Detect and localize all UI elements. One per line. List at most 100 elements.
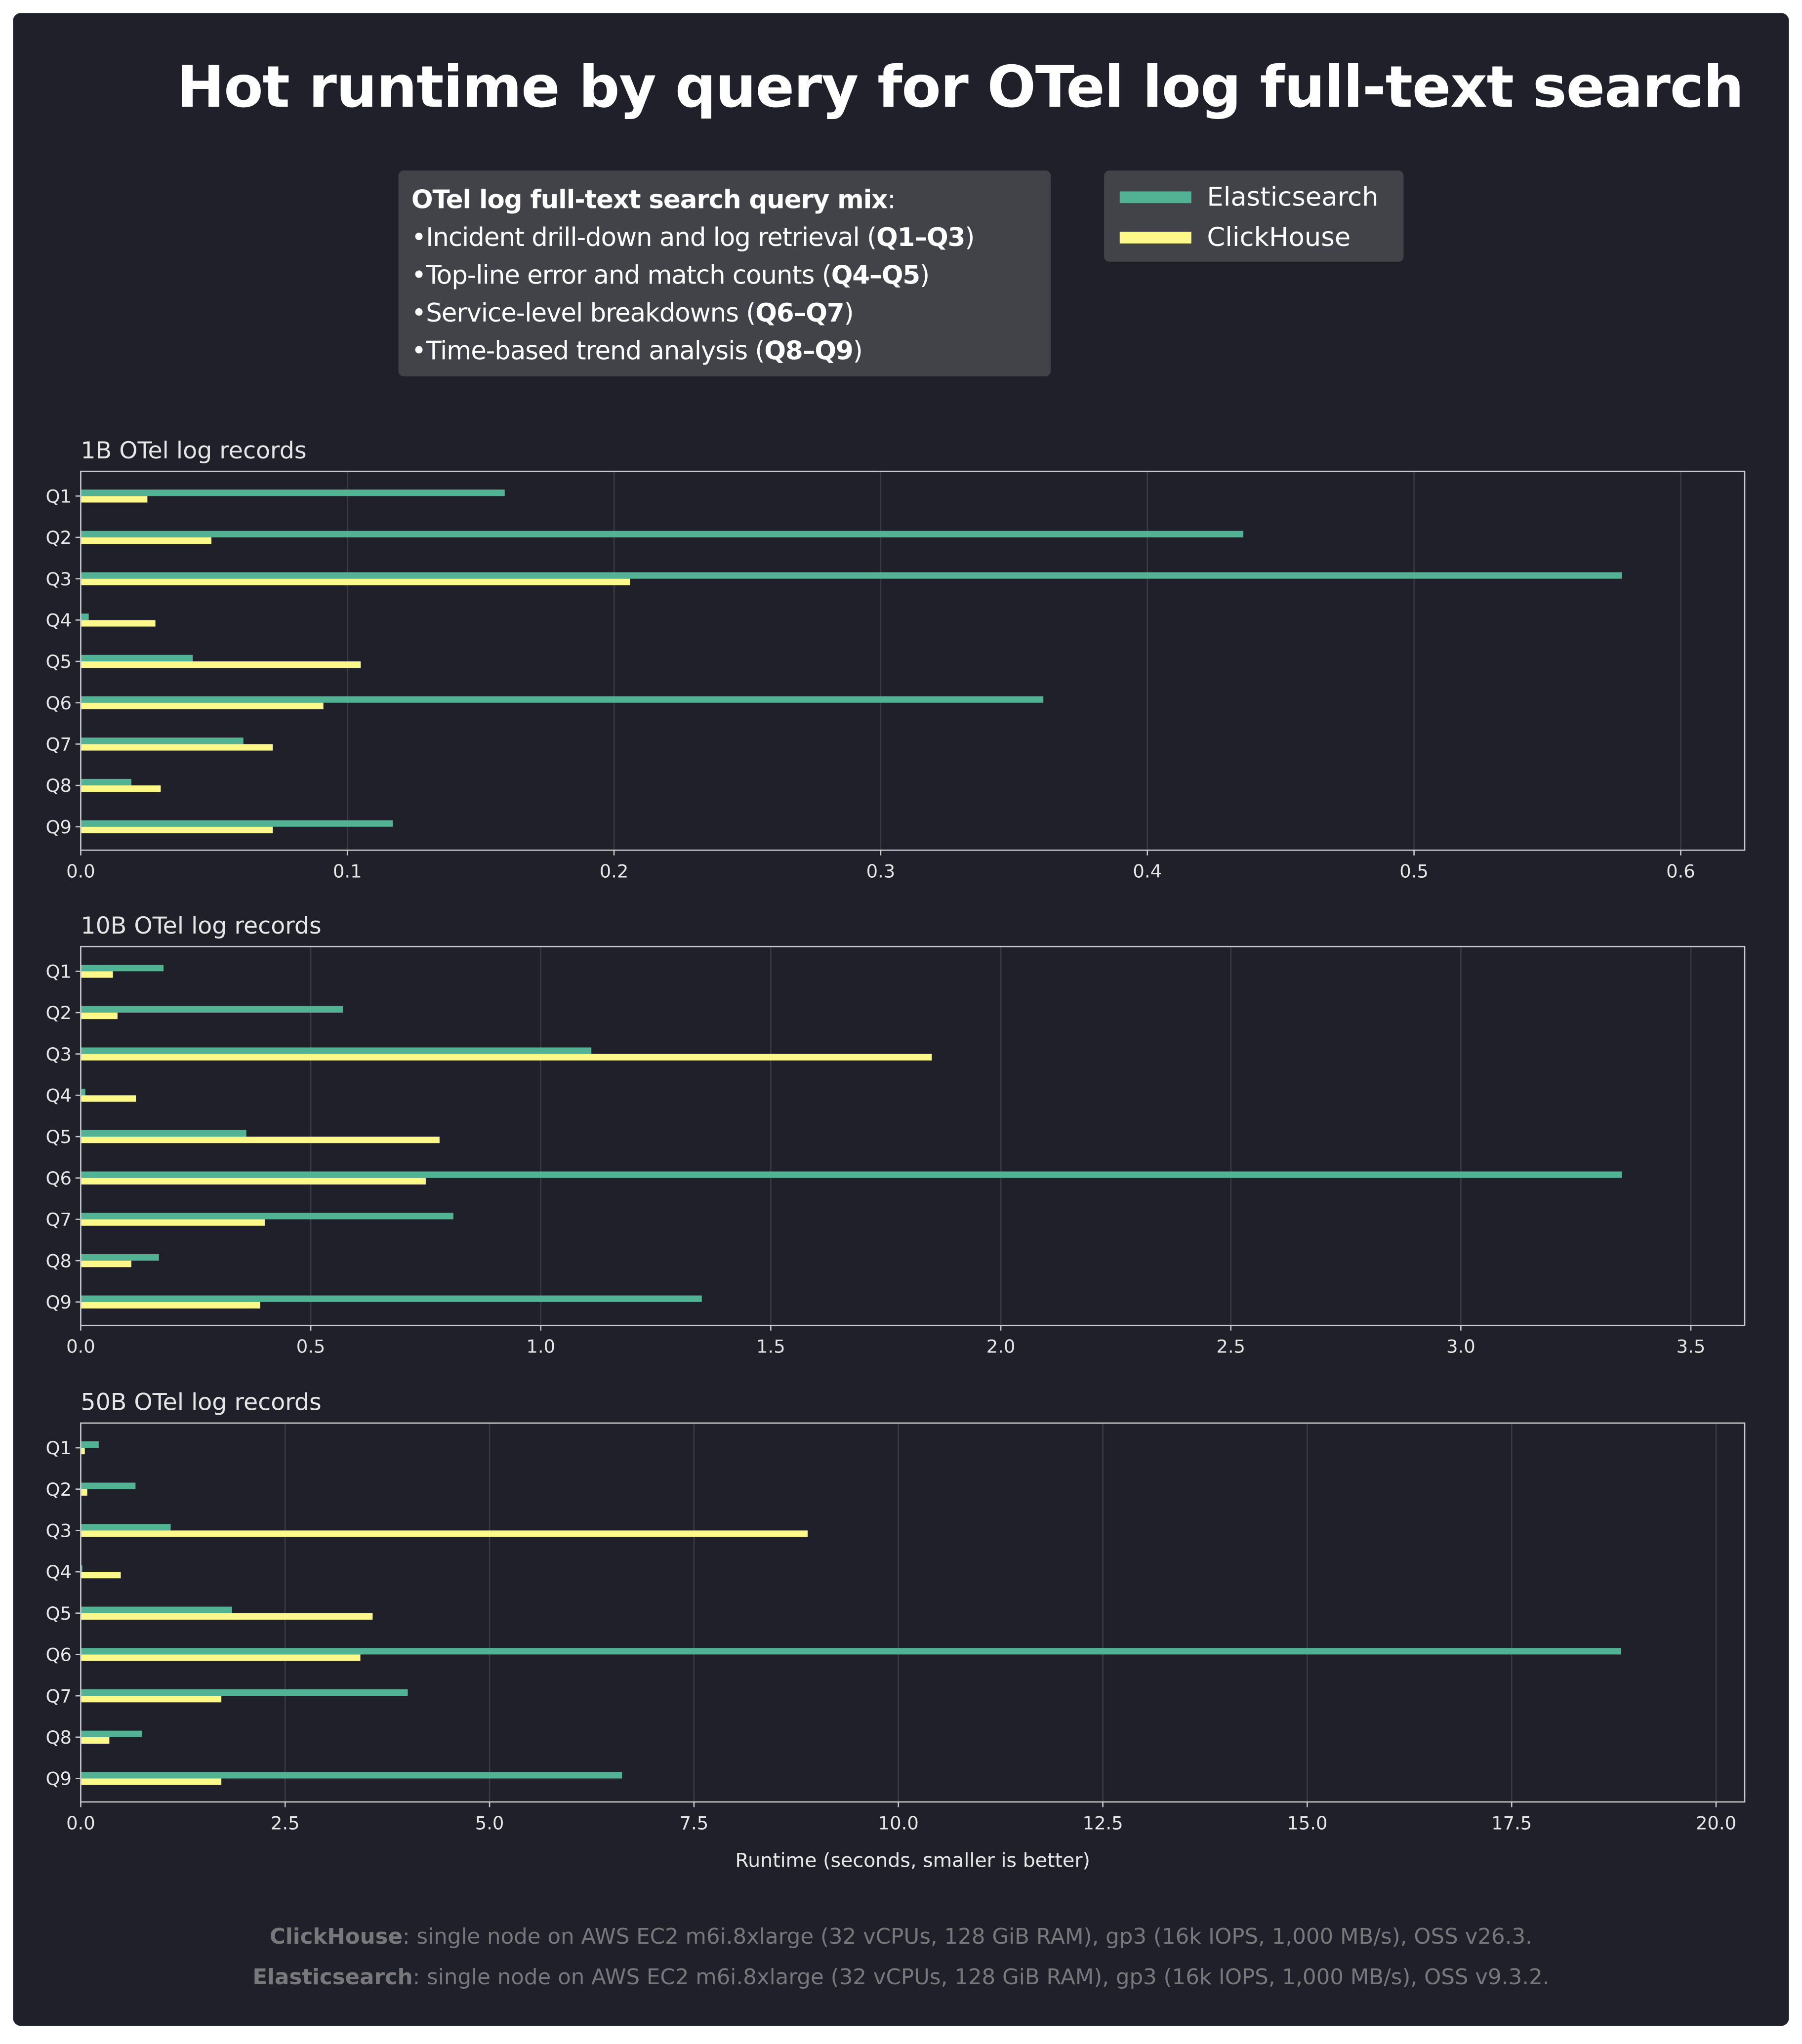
y-tick-label: Q2 [45,527,72,548]
bar-elasticsearch-q4 [81,1565,82,1572]
bar-elasticsearch-q9 [81,1295,702,1302]
bar-elasticsearch-q9 [81,1772,622,1779]
bar-elasticsearch-q9 [81,820,393,827]
bar-elasticsearch-q6 [81,1171,1622,1178]
chart-title: Hot runtime by query for OTel log full-t… [176,54,1744,122]
bar-elasticsearch-q7 [81,1213,453,1220]
bar-clickhouse-q1 [81,496,148,503]
x-tick-label: 2.5 [1216,1336,1245,1357]
x-tick-label: 0.5 [296,1336,326,1357]
y-tick-label: Q4 [45,1561,72,1583]
y-tick-label: Q7 [45,1209,72,1230]
plot-frame [80,470,1746,851]
legend-item-clickhouse: ClickHouse [1119,221,1351,253]
y-tick-label: Q7 [45,1685,72,1707]
bar-clickhouse-q4 [81,1572,121,1579]
y-tick-label: Q5 [45,651,72,672]
bar-clickhouse-q7 [81,1219,265,1226]
bar-clickhouse-q9 [81,1778,222,1785]
chart-panel-2: 10B OTel log records 0.0 0.5 1.0 1.5 2.0 2.5 3.… [45,912,1746,1357]
bar-elasticsearch-q8 [81,1254,159,1261]
bar-clickhouse-q8 [81,1261,131,1267]
bar-elasticsearch-q6 [81,696,1044,703]
bar-elasticsearch-q7 [81,1689,408,1696]
x-tick-label: 0.3 [866,861,896,882]
panel-title: 10B OTel log records [81,912,321,940]
footer: ClickHouse: single node on AWS EC2 m6i.8… [0,1917,1802,1997]
bar-clickhouse-q5 [81,661,361,668]
bar-elasticsearch-q3 [81,1524,171,1531]
x-tick-label: 1.5 [756,1336,785,1357]
legend: Elasticsearch ClickHouse [1104,170,1404,262]
bar-elasticsearch-q2 [81,1482,136,1489]
y-tick-label: Q2 [45,1479,72,1500]
bar-clickhouse-q3 [81,1530,808,1537]
x-tick-label: 0.0 [66,1336,95,1357]
query-mix-item: •Incident drill-down and log retrieval (… [411,222,975,253]
bar-clickhouse-q8 [81,1737,110,1744]
x-tick-label: 0.0 [66,1812,95,1834]
x-tick-label: 7.5 [680,1812,709,1834]
bar-clickhouse-q1 [81,971,113,978]
bar-clickhouse-q1 [81,1448,85,1455]
bar-clickhouse-q2 [81,1012,118,1020]
bar-clickhouse-q7 [81,744,273,751]
y-tick-label: Q8 [45,1727,72,1748]
query-mix-item: •Time-based trend analysis (Q8–Q9) [411,336,863,366]
x-tick-label: 0.0 [66,861,95,882]
bar-elasticsearch-q2 [81,1006,343,1013]
y-tick-label: Q9 [45,1768,72,1790]
bar-elasticsearch-q6 [81,1648,1622,1655]
bar-clickhouse-q8 [81,785,161,792]
bar-elasticsearch-q7 [81,737,244,744]
legend-label: Elasticsearch [1207,181,1379,212]
query-mix-item: •Top-line error and match counts (Q4–Q5) [411,260,930,290]
bar-elasticsearch-q5 [81,1130,246,1137]
y-tick-label: Q1 [45,961,72,982]
bar-clickhouse-q6 [81,702,324,709]
plot-frame [80,945,1746,1326]
legend-item-elasticsearch: Elasticsearch [1119,181,1379,212]
bar-clickhouse-q2 [81,1489,87,1496]
x-tick-label: 17.5 [1491,1812,1532,1834]
panel-title: 50B OTel log records [81,1389,321,1416]
footer-clickhouse: ClickHouse: single node on AWS EC2 m6i.8… [269,1924,1533,1949]
legend-swatch [1119,231,1191,243]
legend-label: ClickHouse [1207,221,1351,253]
y-tick-label: Q8 [45,1250,72,1271]
x-axis-label: Runtime (seconds, smaller is better) [735,1849,1090,1872]
bar-elasticsearch-q1 [81,1441,99,1448]
bar-elasticsearch-q8 [81,1730,142,1737]
plot-frame [80,1422,1746,1803]
bar-clickhouse-q2 [81,537,211,544]
y-tick-label: Q1 [45,1437,72,1459]
bar-clickhouse-q6 [81,1654,361,1661]
bar-clickhouse-q6 [81,1178,426,1185]
y-tick-label: Q3 [45,569,72,590]
query-mix-heading: OTel log full-text search query mix [411,185,888,215]
x-tick-label: 0.6 [1666,861,1695,882]
x-tick-label: 3.0 [1446,1336,1475,1357]
bar-elasticsearch-q4 [81,613,89,620]
x-tick-label: 0.2 [600,861,629,882]
x-tick-label: 2.0 [986,1336,1016,1357]
bar-elasticsearch-q5 [81,654,193,661]
x-tick-label: 2.5 [271,1812,300,1834]
y-tick-label: Q9 [45,817,72,838]
query-mix-box: OTel log full-text search query mix: •In… [398,170,1051,376]
bar-clickhouse-q5 [81,1613,373,1620]
footer-elasticsearch: Elasticsearch: single node on AWS EC2 m6… [252,1964,1550,1990]
y-tick-label: Q5 [45,1603,72,1624]
y-tick-label: Q4 [45,610,72,631]
chart-panel-1: 1B OTel log records 0.0 0.1 0.2 0.3 0.4 0.5 0.6… [45,437,1746,882]
x-tick-label: 1.0 [526,1336,555,1357]
x-tick-label: 0.4 [1133,861,1162,882]
bar-elasticsearch-q4 [81,1089,85,1096]
bar-clickhouse-q3 [81,578,630,585]
bar-elasticsearch-q1 [81,490,505,496]
y-tick-label: Q7 [45,734,72,755]
y-tick-label: Q8 [45,775,72,796]
y-tick-label: Q6 [45,1168,72,1189]
